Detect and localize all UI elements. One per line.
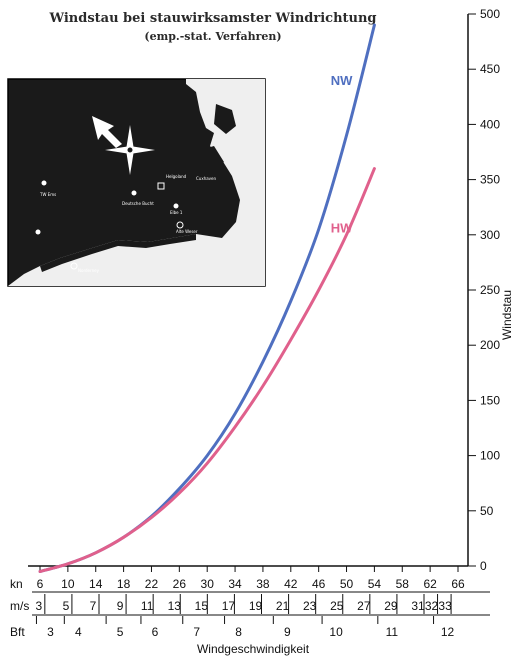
x-tick-label: 32 [425, 599, 439, 613]
x-tick-label: 7 [193, 625, 200, 639]
x-tick-label: 7 [90, 599, 97, 613]
x-tick-label: 29 [384, 599, 398, 613]
map-label-tw-ems: TW Ems [39, 192, 56, 197]
x-tick-label: 66 [451, 577, 465, 591]
map-markers [35, 180, 184, 270]
y-tick-label: 300 [480, 228, 500, 242]
map-label-alte-weser: Alte Weser [176, 229, 198, 234]
map-label-cuxhaven: Cuxhaven [196, 176, 217, 181]
x-tick-label: 4 [75, 625, 82, 639]
y-tick-label: 150 [480, 393, 500, 407]
x-tick-label: 19 [249, 599, 263, 613]
x-tick-label: 9 [117, 599, 124, 613]
x-tick-label: 3 [47, 625, 54, 639]
x-tick-label: 3 [35, 599, 42, 613]
x-tick-label: 11 [141, 599, 154, 613]
series-line-hw [38, 167, 376, 573]
x-tick-label: 21 [276, 599, 290, 613]
x-tick-label: 46 [312, 577, 326, 591]
x-tick-label: 33 [438, 599, 452, 613]
x-tick-label: 58 [396, 577, 410, 591]
x-tick-label: 9 [284, 625, 291, 639]
x-tick-label: 50 [340, 577, 354, 591]
chart-title: Windstau bei stauwirksamster Windrichtun… [48, 11, 376, 26]
x-tick-label: 13 [168, 599, 182, 613]
y-tick-label: 400 [480, 117, 500, 131]
compass-icon [105, 125, 155, 175]
x-tick-label: 31 [411, 599, 425, 613]
map-label-deutsche-bucht: Deutsche Bucht [122, 201, 154, 206]
x-tick-label: 10 [329, 625, 343, 639]
series-label-hw: HW [331, 221, 353, 236]
y-tick-label: 500 [480, 7, 500, 21]
y-tick-label: 50 [480, 504, 494, 518]
x-tick-label: 54 [368, 577, 382, 591]
x-tick-label: 22 [145, 577, 159, 591]
chart-subtitle: (emp.-stat. Verfahren) [144, 30, 281, 43]
y-tick-label: 0 [480, 559, 487, 573]
wind-arrow-icon [92, 116, 122, 148]
x-tick-label: 30 [201, 577, 215, 591]
x-axis-unit-label: m/s [10, 599, 29, 613]
x-tick-label: 12 [441, 625, 455, 639]
map-label-helgoland: Helgoland [166, 174, 187, 179]
x-axis-label: Windgeschwindigkeit [197, 642, 310, 656]
x-tick-label: 6 [152, 625, 159, 639]
x-tick-label: 23 [303, 599, 317, 613]
map-inset: TW Ems Deutsche Bucht Helgoland Elbe 1 A… [7, 78, 266, 287]
x-tick-label: 10 [61, 577, 75, 591]
y-tick-label: 100 [480, 449, 500, 463]
x-tick-label: 38 [256, 577, 270, 591]
x-tick-label: 17 [222, 599, 236, 613]
map-label-elbe-1: Elbe 1 [170, 210, 183, 215]
x-tick-label: 14 [89, 577, 103, 591]
y-tick-label: 200 [480, 338, 500, 352]
x-axis-unit-label: kn [10, 577, 23, 591]
x-tick-label: 6 [37, 577, 44, 591]
y-tick-label: 350 [480, 173, 500, 187]
x-tick-label: 42 [284, 577, 298, 591]
map-label-norderney: Norderney [78, 268, 100, 273]
x-tick-label: 25 [330, 599, 344, 613]
x-tick-label: 11 [386, 625, 399, 639]
series-label-nw: NW [331, 73, 353, 88]
x-tick-label: 62 [423, 577, 437, 591]
x-tick-label: 26 [173, 577, 187, 591]
y-tick-label: 250 [480, 283, 500, 297]
y-tick-label: 450 [480, 62, 500, 76]
x-axis-unit-label: Bft [10, 625, 25, 639]
x-tick-label: 5 [117, 625, 124, 639]
x-tick-label: 27 [357, 599, 371, 613]
x-tick-label: 18 [117, 577, 131, 591]
x-tick-label: 34 [228, 577, 242, 591]
x-tick-label: 5 [63, 599, 70, 613]
x-tick-label: 15 [195, 599, 209, 613]
x-tick-label: 8 [235, 625, 242, 639]
y-axis-label: Windstau [500, 290, 514, 340]
